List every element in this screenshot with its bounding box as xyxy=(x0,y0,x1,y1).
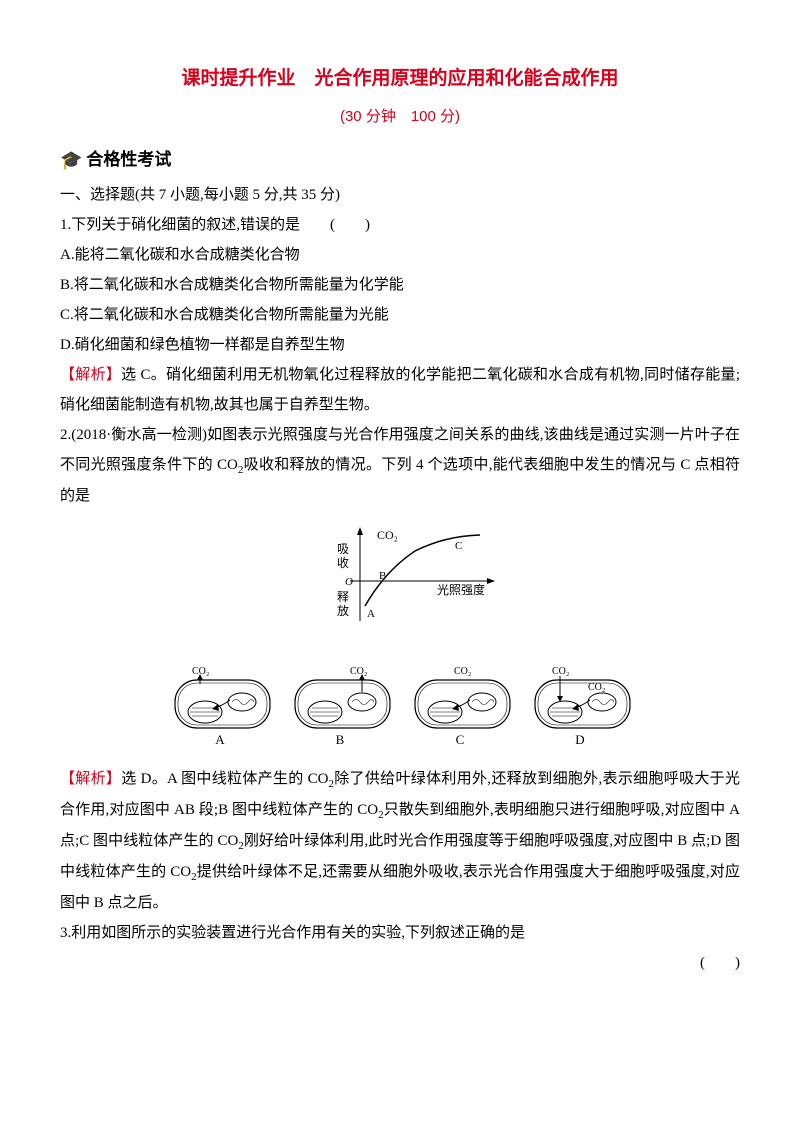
q1-analysis: 【解析】选 C。硝化细菌利用无机物氧化过程释放的化学能把二氧化碳和水合成有机物,… xyxy=(60,360,740,420)
svg-text:CO₂: CO₂ xyxy=(350,666,367,677)
y-label-top: 吸 xyxy=(337,542,349,556)
analysis-label: 【解析】 xyxy=(60,771,121,787)
page-title: 课时提升作业 光合作用原理的应用和化能合成作用 xyxy=(60,60,740,98)
paren: ( ) xyxy=(700,948,740,978)
q2-a-pre: 选 D。A 图中线粒体产生的 CO xyxy=(121,771,328,787)
exam-badge: 🎓 合格性考试 xyxy=(60,142,740,178)
q1-stem: 1.下列关于硝化细菌的叙述,错误的是 ( ) xyxy=(60,210,740,240)
svg-text:CO₂: CO₂ xyxy=(552,666,569,677)
q1-option-b: B.将二氧化碳和水合成糖类化合物所需能量为化学能 xyxy=(60,270,740,300)
q1-option-a: A.能将二氧化碳和水合成糖类化合物 xyxy=(60,240,740,270)
gas-label: CO₂ xyxy=(377,528,398,542)
svg-text:D: D xyxy=(575,732,584,747)
svg-text:CO₂: CO₂ xyxy=(192,666,209,677)
svg-text:CO₂: CO₂ xyxy=(454,666,471,677)
svg-text:放: 放 xyxy=(337,603,349,618)
svg-text:C: C xyxy=(456,732,465,747)
point-a: A xyxy=(367,608,375,620)
section-heading: 一、选择题(共 7 小题,每小题 5 分,共 35 分) xyxy=(60,180,740,210)
options-svg: CO₂ A CO₂ B xyxy=(160,657,640,747)
chart-svg: 吸 收 O 释 放 CO₂ 光照强度 A B C xyxy=(295,521,505,636)
graduation-cap-icon: 🎓 xyxy=(60,142,82,178)
q2-chart: 吸 收 O 释 放 CO₂ 光照强度 A B C xyxy=(60,521,740,647)
point-c: C xyxy=(455,540,462,552)
point-b: B xyxy=(379,570,386,582)
x-label: 光照强度 xyxy=(437,582,485,597)
y-label-bottom: 释 xyxy=(337,590,349,604)
q1-option-c: C.将二氧化碳和水合成糖类化合物所需能量为光能 xyxy=(60,300,740,330)
q3-stem: 3.利用如图所示的实验装置进行光合作用有关的实验,下列叙述正确的是 xyxy=(60,918,740,948)
analysis-label: 【解析】 xyxy=(60,367,121,383)
svg-text:B: B xyxy=(336,732,345,747)
svg-text:O: O xyxy=(345,576,353,588)
svg-text:A: A xyxy=(215,732,225,747)
svg-text:收: 收 xyxy=(337,556,349,570)
q1-option-d: D.硝化细菌和绿色植物一样都是自养型生物 xyxy=(60,330,740,360)
q2-analysis: 【解析】选 D。A 图中线粒体产生的 CO2除了供给叶绿体利用外,还释放到细胞外… xyxy=(60,764,740,918)
q2-options: CO₂ A CO₂ B xyxy=(60,657,740,758)
q1-analysis-text: 选 C。硝化细菌利用无机物氧化过程释放的化学能把二氧化碳和水合成有机物,同时储存… xyxy=(60,367,740,413)
page-subtitle: (30 分钟 100 分) xyxy=(60,102,740,132)
q2-stem: 2.(2018·衡水高一检测)如图表示光照强度与光合作用强度之间关系的曲线,该曲… xyxy=(60,420,740,511)
svg-text:CO₂: CO₂ xyxy=(588,682,605,693)
exam-label: 合格性考试 xyxy=(86,143,171,177)
